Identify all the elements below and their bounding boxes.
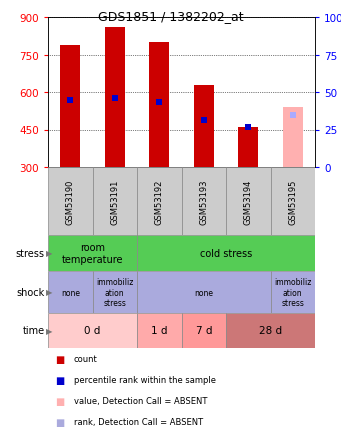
Text: count: count xyxy=(74,355,97,364)
Text: time: time xyxy=(23,326,45,336)
Text: shock: shock xyxy=(16,287,45,297)
Text: ■: ■ xyxy=(55,396,64,406)
Text: 28 d: 28 d xyxy=(259,326,282,336)
Text: GSM53194: GSM53194 xyxy=(244,179,253,224)
Bar xyxy=(181,168,226,236)
Bar xyxy=(226,168,270,236)
Bar xyxy=(270,168,315,236)
Text: none: none xyxy=(194,288,213,297)
Text: immobiliz
ation
stress: immobiliz ation stress xyxy=(274,277,311,307)
Bar xyxy=(137,313,181,348)
Text: GSM53192: GSM53192 xyxy=(155,179,164,224)
Bar xyxy=(48,168,92,236)
Text: 0 d: 0 d xyxy=(84,326,101,336)
Bar xyxy=(105,28,125,168)
Bar xyxy=(137,236,315,271)
Text: cold stress: cold stress xyxy=(200,248,252,258)
Bar xyxy=(149,43,169,168)
Text: stress: stress xyxy=(16,248,45,258)
Text: none: none xyxy=(61,288,80,297)
Bar xyxy=(48,236,137,271)
Text: ▶: ▶ xyxy=(46,326,53,335)
Text: ■: ■ xyxy=(55,354,64,364)
Bar xyxy=(48,271,92,313)
Text: value, Detection Call = ABSENT: value, Detection Call = ABSENT xyxy=(74,396,207,405)
Bar xyxy=(48,313,137,348)
Text: rank, Detection Call = ABSENT: rank, Detection Call = ABSENT xyxy=(74,417,203,426)
Bar xyxy=(137,168,181,236)
Text: ▶: ▶ xyxy=(46,249,53,258)
Text: percentile rank within the sample: percentile rank within the sample xyxy=(74,375,216,385)
Text: 7 d: 7 d xyxy=(195,326,212,336)
Bar xyxy=(181,313,226,348)
Text: ■: ■ xyxy=(55,375,64,385)
Text: GDS1851 / 1382202_at: GDS1851 / 1382202_at xyxy=(98,10,243,23)
Text: GSM53195: GSM53195 xyxy=(288,179,297,224)
Bar xyxy=(60,46,80,168)
Text: ▶: ▶ xyxy=(46,288,53,297)
Text: GSM53191: GSM53191 xyxy=(110,179,119,224)
Bar xyxy=(137,271,270,313)
Bar xyxy=(270,271,315,313)
Text: ■: ■ xyxy=(55,417,64,427)
Bar xyxy=(92,271,137,313)
Text: GSM53190: GSM53190 xyxy=(66,179,75,224)
Bar xyxy=(283,108,303,168)
Bar xyxy=(238,128,258,168)
Text: GSM53193: GSM53193 xyxy=(199,179,208,224)
Text: room
temperature: room temperature xyxy=(62,243,123,264)
Bar xyxy=(92,168,137,236)
Bar xyxy=(226,313,315,348)
Text: immobiliz
ation
stress: immobiliz ation stress xyxy=(96,277,133,307)
Text: 1 d: 1 d xyxy=(151,326,167,336)
Bar xyxy=(194,85,214,168)
